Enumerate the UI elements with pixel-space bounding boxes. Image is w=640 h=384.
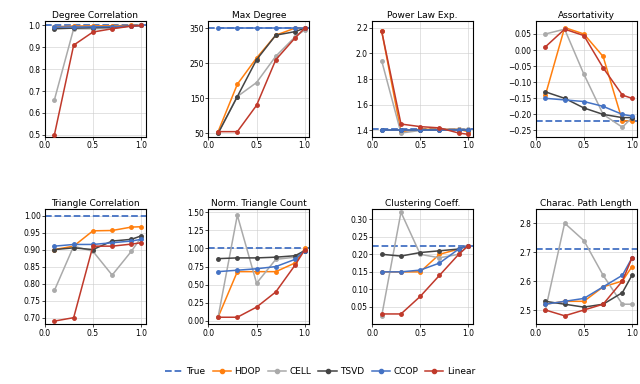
Title: Degree Correlation: Degree Correlation [52,12,138,20]
Title: Clustering Coeff.: Clustering Coeff. [385,199,460,208]
Title: Charac. Path Length: Charac. Path Length [540,199,632,208]
Title: Triangle Correlation: Triangle Correlation [51,199,140,208]
Title: Max Degree: Max Degree [232,12,286,20]
Title: Power Law Exp.: Power Law Exp. [387,12,458,20]
Title: Assortativity: Assortativity [558,12,615,20]
Title: Norm. Triangle Count: Norm. Triangle Count [211,199,307,208]
Legend: True, HDOP, CELL, TSVD, CCOP, Linear: True, HDOP, CELL, TSVD, CCOP, Linear [161,363,479,379]
